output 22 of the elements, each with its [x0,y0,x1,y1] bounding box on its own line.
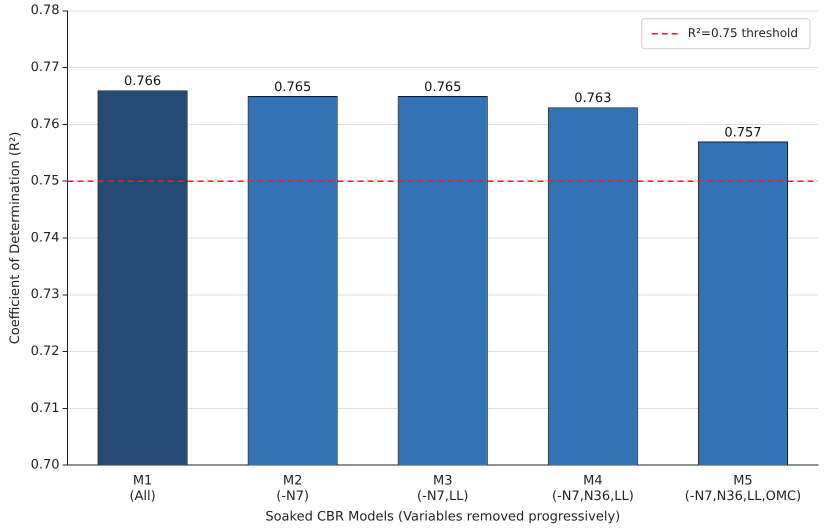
x-axis-title: Soaked CBR Models (Variables removed progressively) [265,510,620,525]
y-tick-label: 0.77 [30,60,60,75]
y-tick-label: 0.70 [30,458,60,473]
y-tick-label: 0.76 [30,116,60,132]
y-tick-label: 0.73 [30,287,60,302]
data-label: 0.765 [274,80,312,95]
y-tick-label: 0.74 [30,230,60,246]
x-tick-label: M2 (-N7) [276,473,310,504]
legend-label: R²=0.75 threshold [688,26,798,40]
x-tick-label: M3 (-N7,LL) [417,473,468,504]
y-axis-title: Coefficient of Determination (R²) [8,132,24,344]
data-label: 0.766 [124,74,162,90]
y-tick-label: 0.72 [30,344,60,359]
y-tick-label: 0.78 [30,3,60,18]
y-tick-label: 0.71 [30,400,60,416]
data-label: 0.757 [724,125,762,140]
x-tick-label: M5 (-N7,N36,LL,OMC) [684,473,802,504]
y-tick-label: 0.75 [30,174,60,189]
data-label: 0.765 [424,80,462,95]
x-tick-label: M4 (-N7,N36,LL) [552,473,634,504]
x-tick-label: M1 (All) [129,473,156,504]
data-label: 0.763 [574,91,612,106]
